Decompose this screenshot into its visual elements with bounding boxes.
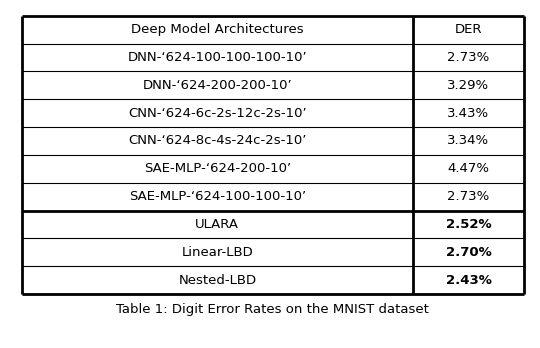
Text: 4.47%: 4.47% [448, 162, 489, 175]
Text: ULARA: ULARA [195, 218, 239, 231]
Text: 2.73%: 2.73% [447, 51, 490, 64]
Text: DNN-‘624-100-100-100-10’: DNN-‘624-100-100-100-10’ [127, 51, 307, 64]
Text: Table 1: Digit Error Rates on the MNIST dataset: Table 1: Digit Error Rates on the MNIST … [116, 303, 429, 316]
Text: 3.29%: 3.29% [447, 79, 490, 92]
Text: 3.43%: 3.43% [447, 106, 490, 120]
Text: CNN-‘624-8c-4s-24c-2s-10’: CNN-‘624-8c-4s-24c-2s-10’ [128, 134, 307, 148]
Text: Deep Model Architectures: Deep Model Architectures [131, 23, 303, 36]
Text: Nested-LBD: Nested-LBD [178, 274, 256, 287]
Text: 3.34%: 3.34% [447, 134, 490, 148]
Text: DNN-‘624-200-200-10’: DNN-‘624-200-200-10’ [143, 79, 292, 92]
Text: 2.43%: 2.43% [446, 274, 491, 287]
Text: SAE-MLP-‘624-100-100-10’: SAE-MLP-‘624-100-100-10’ [129, 190, 306, 203]
Text: 2.70%: 2.70% [446, 246, 491, 259]
Text: 2.73%: 2.73% [447, 190, 490, 203]
Text: Linear-LBD: Linear-LBD [181, 246, 253, 259]
Text: CNN-‘624-6c-2s-12c-2s-10’: CNN-‘624-6c-2s-12c-2s-10’ [128, 106, 307, 120]
Text: SAE-MLP-‘624-200-10’: SAE-MLP-‘624-200-10’ [144, 162, 291, 175]
Text: 2.52%: 2.52% [446, 218, 491, 231]
Text: DER: DER [455, 23, 482, 36]
